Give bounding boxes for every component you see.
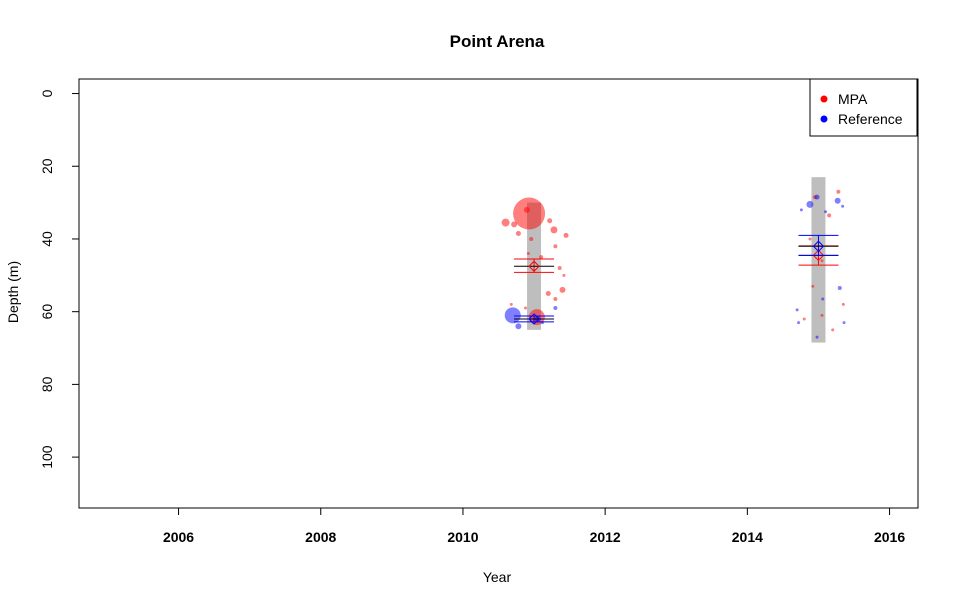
point-mpa-15 bbox=[524, 306, 528, 310]
legend-marker-reference bbox=[820, 115, 828, 123]
point-mpa-23 bbox=[808, 237, 812, 241]
point-mpa-1 bbox=[523, 206, 530, 213]
point-mpa-14 bbox=[553, 296, 558, 301]
mean-diamond-mpa-2011 bbox=[528, 260, 540, 272]
point-mpa-0 bbox=[513, 197, 546, 230]
legend-marker-mpa bbox=[820, 95, 828, 103]
point-reference-16 bbox=[795, 308, 799, 312]
x-axis-label: Year bbox=[483, 569, 512, 585]
point-mpa-25 bbox=[811, 284, 815, 288]
point-reference-3 bbox=[553, 306, 558, 311]
point-reference-15 bbox=[815, 335, 819, 339]
point-reference-12 bbox=[821, 297, 825, 301]
point-mpa-29 bbox=[841, 302, 845, 306]
point-reference-8 bbox=[824, 210, 828, 214]
legend-label-mpa: MPA bbox=[838, 91, 868, 107]
mean-diamond-mpa-2015 bbox=[812, 249, 825, 262]
point-mpa-4 bbox=[511, 221, 518, 228]
y-tick-label-20: 20 bbox=[39, 158, 55, 174]
point-mpa-21 bbox=[836, 189, 841, 194]
point-mpa-26 bbox=[820, 313, 824, 317]
point-mpa-8 bbox=[563, 232, 569, 238]
y-tick-label-80: 80 bbox=[39, 376, 55, 392]
axes: 2006 2008 2010 2012 2014 2016 0 20 40 60 80 100 bbox=[39, 78, 919, 545]
data-points bbox=[501, 189, 846, 339]
point-mpa-27 bbox=[802, 317, 806, 321]
point-mpa-18 bbox=[526, 252, 530, 256]
x-tick-label-2010: 2010 bbox=[447, 529, 478, 545]
point-reference-10 bbox=[841, 204, 845, 208]
y-tick-label-100: 100 bbox=[39, 445, 55, 469]
mean-diamond-reference-2011 bbox=[528, 313, 540, 325]
y-tick-label-40: 40 bbox=[39, 231, 55, 247]
x-tick-label-2006: 2006 bbox=[163, 529, 194, 545]
point-reference-6 bbox=[834, 197, 841, 204]
x-tick-label-2016: 2016 bbox=[874, 529, 905, 545]
x-tick-label-2014: 2014 bbox=[732, 529, 763, 545]
point-mpa-9 bbox=[553, 244, 558, 249]
y-tick-label-60: 60 bbox=[39, 304, 55, 320]
point-mpa-3 bbox=[501, 218, 510, 227]
point-reference-5 bbox=[806, 200, 814, 208]
point-mpa-11 bbox=[562, 273, 566, 277]
point-mpa-12 bbox=[545, 291, 551, 296]
x-tick-label-2008: 2008 bbox=[305, 529, 336, 545]
legend-box bbox=[809, 78, 918, 137]
point-reference-14 bbox=[842, 321, 846, 325]
point-reference-0 bbox=[504, 307, 521, 324]
point-reference-7 bbox=[814, 194, 820, 200]
point-mpa-17 bbox=[529, 236, 534, 241]
point-mpa-7 bbox=[547, 218, 553, 224]
x-tick-label-2012: 2012 bbox=[590, 529, 621, 545]
point-mpa-19 bbox=[539, 255, 544, 260]
point-mpa-5 bbox=[515, 231, 521, 237]
plot-frame bbox=[78, 78, 919, 509]
depth-range-bars bbox=[527, 177, 826, 343]
point-mpa-28 bbox=[831, 328, 835, 332]
point-mpa-22 bbox=[827, 213, 832, 218]
legend: MPA Reference bbox=[809, 78, 918, 137]
legend-label-reference: Reference bbox=[838, 111, 903, 127]
point-mpa-10 bbox=[557, 266, 562, 271]
point-reference-11 bbox=[837, 286, 842, 291]
point-mpa-13 bbox=[559, 286, 566, 293]
chart-title: Point Arena bbox=[450, 32, 545, 51]
point-reference-1 bbox=[515, 323, 522, 330]
y-axis-label: Depth (m) bbox=[5, 261, 21, 323]
y-tick-label-0: 0 bbox=[39, 89, 55, 97]
point-mpa-24 bbox=[820, 259, 824, 263]
point-reference-13 bbox=[797, 321, 801, 325]
point-mpa-6 bbox=[550, 226, 558, 234]
point-reference-9 bbox=[799, 208, 803, 212]
point-mpa-16 bbox=[509, 302, 513, 306]
mean-and-error-bars bbox=[514, 234, 839, 325]
mean-diamond-reference-2015 bbox=[812, 240, 825, 252]
